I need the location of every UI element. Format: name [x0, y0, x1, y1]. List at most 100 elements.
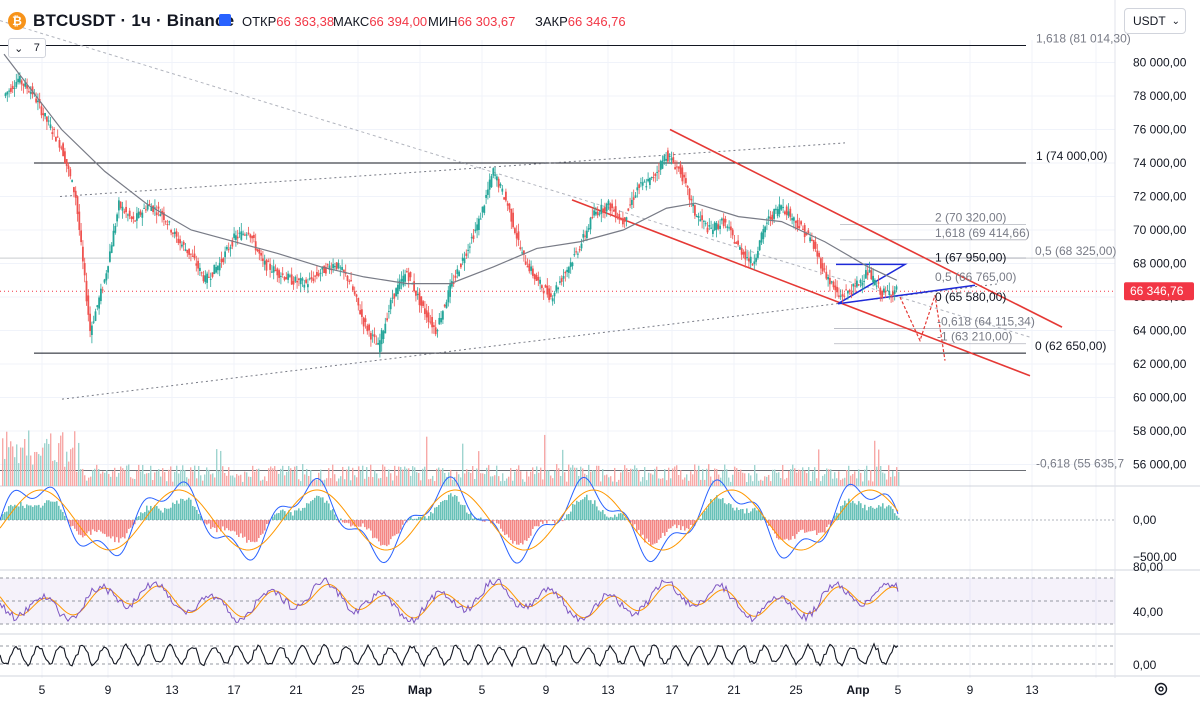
volume-bar	[46, 438, 48, 486]
macd-histogram-bar	[834, 515, 836, 520]
macd-histogram-bar	[880, 506, 882, 520]
volume-bar	[744, 473, 746, 486]
volume-bar	[148, 473, 150, 486]
candle-body	[505, 191, 507, 201]
macd-histogram-bar	[702, 512, 704, 520]
candle-body	[647, 178, 649, 182]
candle-body	[206, 273, 208, 283]
volume-bar	[402, 469, 404, 486]
candle-body	[573, 254, 576, 256]
macd-histogram-bar	[158, 508, 160, 520]
candle-body	[209, 278, 212, 280]
volume-bar	[276, 470, 278, 486]
macd-histogram-bar	[492, 520, 494, 524]
currency-select[interactable]: USDT ⌄	[1124, 8, 1186, 34]
volume-bar	[186, 477, 188, 486]
candle-body	[301, 278, 304, 281]
volume-bar	[828, 469, 830, 486]
macd-histogram-bar	[482, 520, 484, 522]
volume-bar	[76, 471, 78, 486]
candle-body	[569, 262, 572, 268]
last-price-badge	[1124, 282, 1194, 301]
candle-body	[582, 233, 585, 238]
candle-body	[784, 211, 786, 215]
volume-bar	[214, 477, 216, 486]
macd-histogram-bar	[638, 520, 640, 530]
volume-bar	[766, 476, 768, 486]
candle-body	[28, 91, 30, 93]
volume-bar	[456, 471, 458, 486]
macd-histogram-bar	[20, 501, 22, 520]
volume-bar	[756, 473, 758, 486]
symbol-title[interactable]: BTCUSDT · 1ч · Binance	[33, 11, 235, 30]
macd-histogram-bar	[26, 504, 28, 520]
volume-bar	[632, 468, 634, 486]
candle-body	[499, 183, 502, 186]
candle-body	[787, 211, 790, 216]
candle-body	[269, 263, 271, 270]
candle-body	[271, 271, 273, 273]
candle-body	[136, 213, 138, 221]
macd-histogram-bar	[104, 520, 106, 535]
volume-bar	[68, 461, 70, 486]
volume-bar	[388, 469, 390, 486]
candles-group	[4, 72, 898, 358]
macd-histogram-bar	[276, 513, 278, 520]
macd-histogram-bar	[352, 520, 354, 526]
macd-histogram-bar	[546, 520, 548, 524]
volume-bar	[312, 479, 314, 486]
macd-histogram-bar	[842, 505, 844, 520]
volume-bar	[112, 471, 114, 486]
volume-bar	[436, 468, 438, 486]
volume-bar	[854, 471, 856, 486]
volume-bar	[722, 470, 724, 486]
candle-body	[703, 220, 705, 222]
candle-body	[22, 84, 25, 86]
candle-body	[98, 297, 100, 309]
candle-body	[8, 90, 10, 92]
volume-bar	[52, 460, 54, 486]
candle-body	[686, 186, 689, 188]
macd-histogram-bar	[414, 518, 416, 520]
candle-body	[71, 180, 73, 182]
volume-bar	[878, 449, 880, 486]
volume-bar	[482, 473, 484, 486]
volume-bar	[800, 470, 802, 486]
candle-body	[757, 250, 759, 258]
indicators-toggle-button[interactable]: ⌄ 7	[8, 38, 46, 58]
volume-bar	[520, 471, 522, 486]
macd-histogram-bar	[240, 520, 242, 534]
candle-body	[215, 267, 217, 273]
volume-bar	[502, 473, 504, 486]
volume-bar	[150, 465, 152, 486]
macd-histogram-bar	[852, 500, 854, 520]
candle-body	[672, 157, 675, 164]
volume-bar	[656, 466, 658, 486]
candle-body	[542, 291, 545, 294]
macd-histogram-bar	[748, 512, 750, 520]
macd-histogram-bar	[412, 519, 414, 520]
macd-histogram-bar	[808, 520, 810, 532]
candle-body	[773, 209, 775, 219]
macd-histogram-bar	[604, 514, 606, 520]
volume-bar	[770, 481, 772, 486]
candle-body	[107, 266, 109, 273]
volume-bar	[278, 473, 280, 486]
volume-bar	[620, 472, 622, 486]
volume-bar	[732, 474, 734, 486]
candle-body	[814, 241, 817, 249]
macd-histogram-bar	[788, 520, 790, 541]
candle-body	[715, 222, 718, 230]
candle-body	[17, 78, 19, 83]
macd-histogram-bar	[322, 497, 324, 520]
x-tick-label: 9	[105, 683, 112, 697]
candle-body	[589, 217, 592, 230]
volume-bar	[856, 478, 858, 486]
volume-bar	[598, 465, 600, 486]
macd-histogram-bar	[54, 501, 56, 520]
candle-body	[132, 216, 135, 220]
gear-icon[interactable]	[1153, 681, 1169, 697]
macd-histogram-bar	[872, 507, 874, 520]
candle-body	[186, 249, 189, 254]
